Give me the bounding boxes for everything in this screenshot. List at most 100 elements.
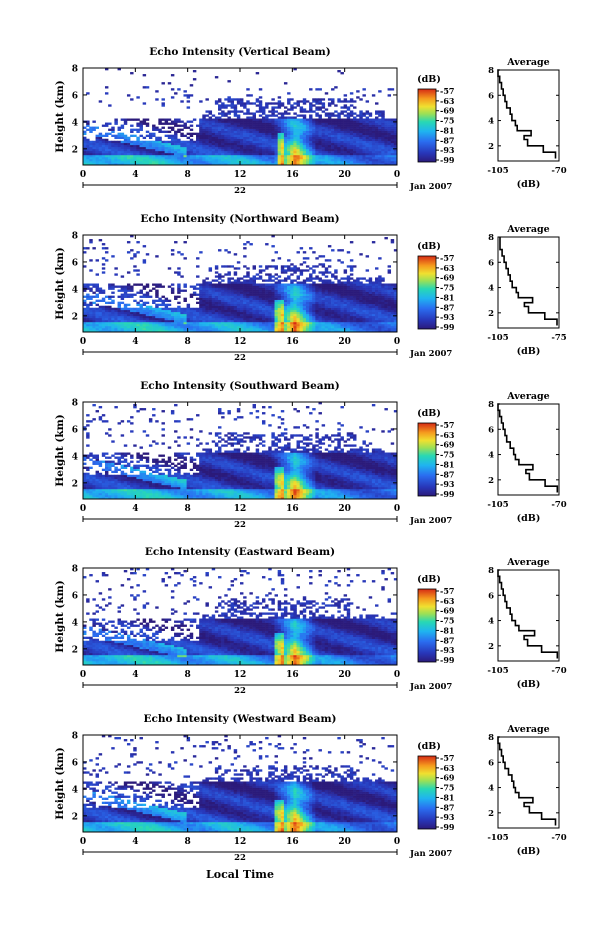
heatmap-cell — [315, 151, 318, 153]
heatmap-cell — [340, 123, 343, 125]
heatmap-cell — [375, 139, 378, 141]
heatmap-cell — [227, 143, 230, 145]
heatmap-cell — [372, 121, 375, 123]
heatmap-cell — [127, 271, 130, 273]
heatmap-cell — [243, 139, 246, 141]
heatmap-cell — [83, 290, 86, 292]
heatmap-cell — [174, 316, 177, 318]
heatmap-cell — [158, 143, 161, 145]
heatmap-cell — [265, 127, 268, 129]
heatmap-cell — [190, 147, 193, 149]
heatmap-cell — [218, 135, 221, 137]
heatmap-cell — [356, 125, 359, 127]
heatmap-cell — [180, 147, 183, 149]
heatmap-cell — [300, 147, 303, 149]
heatmap-cell — [155, 326, 158, 328]
heatmap-cell — [215, 139, 218, 141]
figure: Echo Intensity (Vertical Beam)2468Height… — [0, 0, 615, 929]
heatmap-cell — [127, 161, 130, 163]
heatmap-cell — [124, 312, 127, 314]
heatmap-cell — [149, 290, 152, 292]
heatmap-cell — [243, 104, 246, 106]
heatmap-cell — [205, 310, 208, 312]
heatmap-cell — [366, 135, 369, 137]
heatmap-cell — [143, 121, 146, 123]
heatmap-cell — [165, 326, 168, 328]
heatmap-cell — [193, 292, 196, 294]
heatmap-cell — [281, 145, 284, 147]
heatmap-cell — [111, 127, 114, 129]
heatmap-cell — [347, 112, 350, 114]
heatmap-cell — [83, 326, 86, 328]
heatmap-cell — [127, 145, 130, 147]
heatmap-cell — [92, 161, 95, 163]
heatmap-cell — [388, 143, 391, 145]
heatmap-cell — [221, 133, 224, 135]
heatmap-cell — [193, 149, 196, 151]
heatmap-cell — [271, 135, 274, 137]
heatmap-cell — [293, 149, 296, 151]
heatmap-cell — [136, 304, 139, 306]
heatmap-cell — [322, 131, 325, 133]
heatmap-cell — [303, 117, 306, 119]
heatmap-cell — [196, 284, 199, 286]
heatmap-cell — [152, 159, 155, 161]
heatmap-cell — [262, 121, 265, 123]
heatmap-cell — [102, 322, 105, 324]
heatmap-cell — [381, 133, 384, 135]
heatmap-cell — [319, 98, 322, 100]
heatmap-cell — [366, 137, 369, 139]
heatmap-cell — [108, 296, 111, 298]
heatmap-cell — [177, 143, 180, 145]
heatmap-cell — [287, 127, 290, 129]
heatmap-cell — [300, 153, 303, 155]
heatmap-cell — [328, 161, 331, 163]
heatmap-cell — [227, 149, 230, 151]
heatmap-cell — [121, 143, 124, 145]
heatmap-cell — [99, 322, 102, 324]
heatmap-cell — [205, 141, 208, 143]
heatmap-cell — [140, 324, 143, 326]
heatmap-cell — [271, 159, 274, 161]
heatmap-cell — [177, 251, 180, 253]
heatmap-cell — [281, 153, 284, 155]
heatmap-cell — [136, 125, 139, 127]
heatmap-cell — [187, 147, 190, 149]
heatmap-cell — [165, 314, 168, 316]
heatmap-cell — [152, 149, 155, 151]
heatmap-cell — [152, 310, 155, 312]
heatmap-cell — [253, 139, 256, 141]
heatmap-cell — [281, 131, 284, 133]
heatmap-cell — [202, 296, 205, 298]
heatmap-cell — [293, 161, 296, 163]
heatmap-cell — [259, 151, 262, 153]
heatmap-cell — [133, 300, 136, 302]
heatmap-cell — [391, 145, 394, 147]
heatmap-cell — [347, 151, 350, 153]
heatmap-cell — [205, 114, 208, 116]
heatmap-cell — [215, 149, 218, 151]
heatmap-cell — [350, 125, 353, 127]
heatmap-cell — [262, 108, 265, 110]
heatmap-cell — [209, 125, 212, 127]
profile-line — [498, 70, 556, 159]
heatmap-cell — [99, 153, 102, 155]
heatmap-cell — [350, 137, 353, 139]
heatmap-cell — [89, 145, 92, 147]
heatmap-cell — [121, 147, 124, 149]
heatmap-cell — [177, 296, 180, 298]
heatmap-cell — [212, 304, 215, 306]
heatmap-cell — [215, 328, 218, 330]
heatmap-cell — [344, 157, 347, 159]
heatmap-cell — [152, 155, 155, 157]
heatmap-cell — [102, 161, 105, 163]
heatmap-cell — [143, 153, 146, 155]
heatmap-cell — [92, 296, 95, 298]
heatmap-cell — [243, 143, 246, 145]
heatmap-cell — [212, 129, 215, 131]
heatmap-cell — [158, 298, 161, 300]
heatmap-cell — [281, 159, 284, 161]
heatmap-cell — [205, 121, 208, 123]
heatmap-cell — [168, 127, 171, 129]
heatmap-cell — [212, 296, 215, 298]
